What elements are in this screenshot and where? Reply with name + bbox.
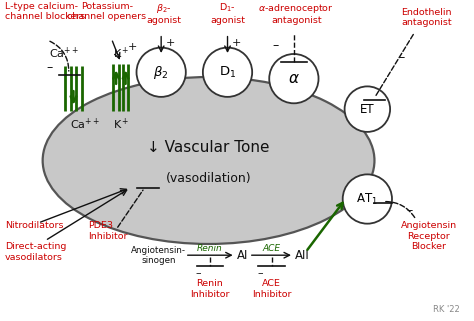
Text: K$^+$: K$^+$ bbox=[113, 46, 129, 61]
Text: –: – bbox=[407, 204, 413, 217]
Text: –: – bbox=[257, 268, 263, 278]
Ellipse shape bbox=[269, 54, 319, 103]
Ellipse shape bbox=[203, 48, 252, 97]
Text: AII: AII bbox=[295, 249, 310, 262]
Text: D$_1$: D$_1$ bbox=[219, 65, 236, 80]
Text: $\alpha$: $\alpha$ bbox=[288, 71, 300, 86]
Text: Direct-acting
vasodilators: Direct-acting vasodilators bbox=[5, 242, 66, 262]
Ellipse shape bbox=[137, 48, 186, 97]
Text: $\beta_2$: $\beta_2$ bbox=[154, 64, 169, 81]
Ellipse shape bbox=[43, 77, 374, 244]
Text: –: – bbox=[196, 268, 201, 278]
Text: $\beta_2$-
agonist: $\beta_2$- agonist bbox=[146, 2, 181, 25]
Text: Renin: Renin bbox=[197, 244, 223, 253]
Text: ACE
Inhibitor: ACE Inhibitor bbox=[252, 279, 292, 299]
Text: Renin
Inhibitor: Renin Inhibitor bbox=[190, 279, 230, 299]
FancyArrowPatch shape bbox=[50, 41, 69, 71]
Text: Ca$^{++}$: Ca$^{++}$ bbox=[70, 117, 100, 133]
Text: ET: ET bbox=[360, 103, 374, 116]
Text: +: + bbox=[128, 41, 137, 52]
Text: ACE: ACE bbox=[263, 244, 281, 253]
Text: –: – bbox=[46, 61, 53, 74]
Text: D$_1$-
agonist: D$_1$- agonist bbox=[210, 2, 245, 24]
Text: Nitrodilators: Nitrodilators bbox=[5, 221, 63, 230]
Text: L-type calcium-
channel blockers: L-type calcium- channel blockers bbox=[5, 2, 85, 21]
Text: $\alpha$-adrenoceptor
antagonist: $\alpha$-adrenoceptor antagonist bbox=[258, 2, 334, 25]
Text: –: – bbox=[273, 39, 279, 52]
Text: AT$_1$: AT$_1$ bbox=[356, 191, 378, 207]
Text: PDE3
Inhibitor: PDE3 Inhibitor bbox=[88, 221, 127, 241]
Text: Endothelin
antagonist: Endothelin antagonist bbox=[401, 8, 452, 27]
Text: +: + bbox=[166, 38, 175, 48]
Text: Ca$^{++}$: Ca$^{++}$ bbox=[49, 46, 79, 61]
Text: ↓ Vascular Tone: ↓ Vascular Tone bbox=[147, 140, 270, 155]
Text: Angiotensin-
sinogen: Angiotensin- sinogen bbox=[131, 246, 186, 265]
Text: Potassium-
channel openers: Potassium- channel openers bbox=[67, 2, 146, 21]
Text: +: + bbox=[232, 38, 242, 48]
Text: Angiotensin
Receptor
Blocker: Angiotensin Receptor Blocker bbox=[401, 221, 457, 251]
Text: (vasodilation): (vasodilation) bbox=[166, 172, 251, 185]
Ellipse shape bbox=[343, 174, 392, 224]
Text: –: – bbox=[398, 51, 404, 64]
Text: AI: AI bbox=[237, 249, 248, 262]
Text: RK '22: RK '22 bbox=[433, 305, 460, 314]
Ellipse shape bbox=[345, 86, 390, 132]
FancyArrowPatch shape bbox=[386, 202, 415, 218]
FancyArrowPatch shape bbox=[376, 34, 413, 96]
Text: K$^+$: K$^+$ bbox=[113, 117, 129, 133]
FancyArrowPatch shape bbox=[118, 190, 143, 227]
